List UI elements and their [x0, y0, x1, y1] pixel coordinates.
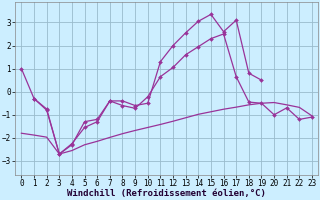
X-axis label: Windchill (Refroidissement éolien,°C): Windchill (Refroidissement éolien,°C)	[67, 189, 266, 198]
